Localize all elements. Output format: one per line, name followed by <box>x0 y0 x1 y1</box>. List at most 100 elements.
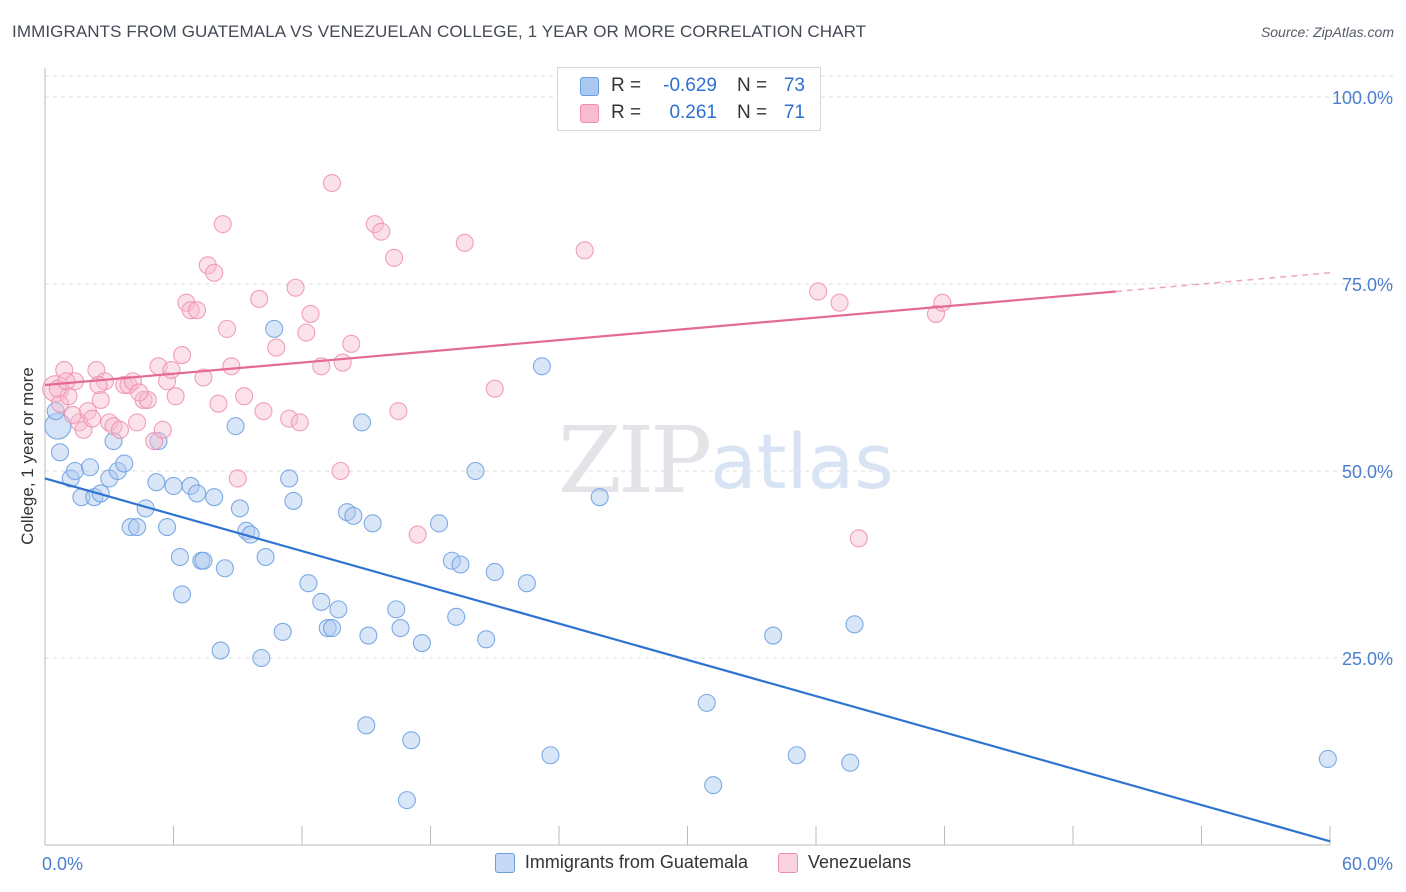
point-venezuelans[interactable] <box>849 529 868 548</box>
point-venezuelans[interactable] <box>333 353 352 372</box>
point-venezuelans[interactable] <box>57 372 76 391</box>
legend-item-venezuelans[interactable]: Venezuelans <box>777 852 911 873</box>
point-venezuelans[interactable] <box>331 461 350 481</box>
point-venezuelans[interactable] <box>209 394 228 413</box>
point-guatemala[interactable] <box>451 555 470 574</box>
point-venezuelans[interactable] <box>63 405 82 424</box>
point-guatemala[interactable] <box>80 458 100 477</box>
point-venezuelans[interactable] <box>385 248 404 267</box>
point-guatemala[interactable] <box>841 753 860 772</box>
point-guatemala[interactable] <box>211 641 230 660</box>
point-guatemala[interactable] <box>280 469 299 488</box>
point-guatemala[interactable] <box>397 791 416 810</box>
point-venezuelans[interactable] <box>181 301 200 320</box>
point-venezuelans[interactable] <box>250 289 269 309</box>
point-guatemala[interactable] <box>164 476 183 496</box>
point-venezuelans[interactable] <box>235 387 254 406</box>
point-venezuelans[interactable] <box>485 379 504 398</box>
point-venezuelans[interactable] <box>55 360 74 380</box>
point-guatemala[interactable] <box>226 417 245 436</box>
point-venezuelans[interactable] <box>153 420 172 439</box>
point-guatemala[interactable] <box>363 514 382 533</box>
point-guatemala[interactable] <box>194 551 213 570</box>
point-guatemala[interactable] <box>517 574 536 593</box>
point-venezuelans[interactable] <box>926 304 945 323</box>
point-guatemala[interactable] <box>402 731 421 750</box>
point-venezuelans[interactable] <box>408 525 427 544</box>
point-venezuelans[interactable] <box>166 387 185 406</box>
point-guatemala[interactable] <box>188 484 207 503</box>
point-venezuelans[interactable] <box>297 323 316 342</box>
point-guatemala[interactable] <box>44 412 72 440</box>
point-guatemala[interactable] <box>252 648 271 668</box>
point-venezuelans[interactable] <box>228 469 247 488</box>
point-guatemala[interactable] <box>65 461 85 481</box>
point-guatemala[interactable] <box>181 476 200 496</box>
point-guatemala[interactable] <box>115 454 134 473</box>
point-venezuelans[interactable] <box>217 319 237 338</box>
point-guatemala[interactable] <box>430 514 449 533</box>
point-guatemala[interactable] <box>205 488 224 507</box>
point-guatemala[interactable] <box>121 518 140 537</box>
point-guatemala[interactable] <box>1318 749 1337 769</box>
point-guatemala[interactable] <box>485 562 504 582</box>
point-guatemala[interactable] <box>344 506 363 525</box>
point-venezuelans[interactable] <box>130 383 149 402</box>
point-guatemala[interactable] <box>466 461 485 481</box>
point-venezuelans[interactable] <box>301 304 320 323</box>
point-guatemala[interactable] <box>149 432 168 451</box>
point-venezuelans[interactable] <box>286 278 305 297</box>
point-venezuelans[interactable] <box>198 256 217 275</box>
point-venezuelans[interactable] <box>128 413 147 432</box>
point-guatemala[interactable] <box>845 615 864 634</box>
point-guatemala[interactable] <box>318 619 337 638</box>
point-guatemala[interactable] <box>230 499 249 518</box>
point-venezuelans[interactable] <box>267 338 286 357</box>
point-guatemala[interactable] <box>170 547 189 567</box>
point-venezuelans[interactable] <box>194 368 213 387</box>
point-venezuelans[interactable] <box>222 357 241 376</box>
point-guatemala[interactable] <box>299 574 318 593</box>
point-guatemala[interactable] <box>391 619 410 638</box>
point-venezuelans[interactable] <box>365 215 384 234</box>
point-guatemala[interactable] <box>442 551 461 570</box>
point-venezuelans[interactable] <box>158 372 177 391</box>
point-venezuelans[interactable] <box>213 215 232 234</box>
legend-item-guatemala[interactable]: Immigrants from Guatemala <box>494 852 748 873</box>
point-venezuelans[interactable] <box>188 301 207 320</box>
point-venezuelans[interactable] <box>290 413 309 432</box>
point-guatemala[interactable] <box>787 746 806 765</box>
point-venezuelans[interactable] <box>575 241 594 260</box>
point-guatemala[interactable] <box>147 473 166 492</box>
point-venezuelans[interactable] <box>173 346 192 365</box>
point-venezuelans[interactable] <box>83 409 102 428</box>
point-guatemala[interactable] <box>590 488 609 507</box>
point-venezuelans[interactable] <box>280 409 299 428</box>
point-venezuelans[interactable] <box>933 293 952 312</box>
point-guatemala[interactable] <box>541 746 560 765</box>
point-venezuelans[interactable] <box>372 222 391 241</box>
point-guatemala[interactable] <box>273 622 292 641</box>
point-guatemala[interactable] <box>284 491 303 510</box>
point-venezuelans[interactable] <box>809 282 828 301</box>
point-guatemala[interactable] <box>477 630 496 649</box>
point-guatemala[interactable] <box>329 600 348 619</box>
point-venezuelans[interactable] <box>115 375 134 395</box>
point-guatemala[interactable] <box>215 559 234 578</box>
point-venezuelans[interactable] <box>59 387 78 406</box>
point-guatemala[interactable] <box>322 619 342 638</box>
point-guatemala[interactable] <box>265 319 284 338</box>
point-venezuelans[interactable] <box>205 263 224 282</box>
point-guatemala[interactable] <box>532 357 551 376</box>
point-venezuelans[interactable] <box>91 390 110 409</box>
point-venezuelans[interactable] <box>322 173 342 193</box>
point-guatemala[interactable] <box>704 776 723 795</box>
point-guatemala[interactable] <box>357 716 376 735</box>
point-venezuelans[interactable] <box>455 233 474 252</box>
point-guatemala[interactable] <box>128 518 147 537</box>
point-venezuelans[interactable] <box>342 334 361 353</box>
point-guatemala[interactable] <box>256 547 275 567</box>
point-venezuelans[interactable] <box>389 402 408 421</box>
point-guatemala[interactable] <box>104 432 123 451</box>
point-venezuelans[interactable] <box>162 360 181 380</box>
